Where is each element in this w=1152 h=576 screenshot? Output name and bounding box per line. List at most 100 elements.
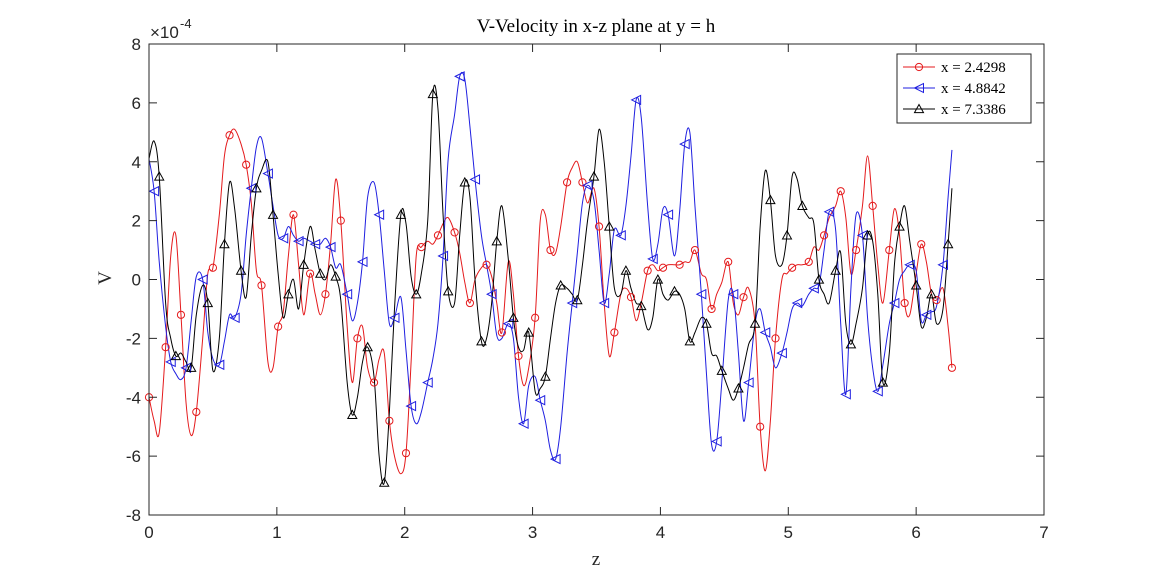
data-point [862, 229, 873, 240]
x-tick-label: 7 [1039, 523, 1048, 542]
data-point [202, 297, 214, 308]
data-point [716, 365, 728, 375]
data-point [724, 257, 733, 266]
data-point [336, 216, 345, 225]
y-tick-label: -2 [126, 329, 141, 348]
data-point [442, 285, 454, 296]
data-point [781, 229, 793, 240]
legend-label: x = 2.4298 [941, 60, 1006, 76]
data-point [508, 312, 519, 322]
data-point [257, 281, 266, 290]
data-point [497, 328, 506, 337]
data-point [669, 285, 680, 296]
data-point [804, 257, 813, 266]
series-markers-1 [144, 131, 957, 458]
data-point [208, 263, 218, 272]
data-point [771, 334, 780, 343]
data-point [684, 335, 696, 346]
series-line-1 [148, 128, 953, 475]
y-exponent-base: ×10 [150, 23, 179, 42]
data-point [797, 200, 808, 211]
data-point [788, 263, 797, 272]
x-tick-label: 2 [400, 523, 409, 542]
data-point [262, 168, 273, 179]
y-tick-label: 2 [132, 212, 141, 231]
data-point [417, 243, 426, 252]
data-point [450, 228, 459, 237]
data-point [626, 293, 636, 302]
data-point [588, 170, 600, 181]
data-point [330, 271, 342, 281]
data-point [932, 296, 941, 305]
data-point [643, 266, 652, 275]
legend-item-2: x = 4.8842 [903, 81, 1006, 97]
data-point [180, 362, 192, 374]
y-tick-label: 0 [132, 271, 141, 290]
y-tick-label: -8 [126, 506, 141, 525]
data-point [630, 94, 642, 106]
data-point [894, 220, 905, 231]
plot-area: 0 1 2 3 4 5 6 7 -8 -6 -4 -2 0 2 4 6 8 [126, 35, 1049, 542]
data-point [197, 274, 208, 285]
data-point [362, 341, 373, 352]
data-point [851, 245, 861, 255]
data-point [170, 350, 182, 361]
data-point [245, 182, 257, 194]
data-point [341, 288, 353, 300]
data-point [549, 453, 561, 465]
data-point [410, 288, 422, 299]
data-point [756, 422, 765, 431]
y-tick-label: 4 [132, 153, 141, 172]
axes-background [149, 44, 1044, 515]
data-point [679, 138, 690, 150]
legend-item-3: x = 7.3386 [903, 102, 1006, 118]
data-point [378, 477, 390, 487]
data-point [373, 209, 385, 221]
data-point [690, 245, 700, 255]
data-point [868, 201, 877, 211]
legend: x = 2.4298 x = 4.8842 x = 7.3386 [896, 53, 1032, 124]
data-point [437, 250, 449, 262]
data-point [405, 400, 417, 412]
data-point [759, 327, 771, 338]
x-tick-label: 6 [911, 523, 920, 542]
data-point [546, 245, 555, 255]
data-point [502, 318, 514, 329]
data-point [877, 377, 889, 387]
x-tick-label: 5 [784, 523, 793, 542]
data-point [531, 313, 540, 322]
data-point [298, 259, 310, 269]
legend-label: x = 7.3386 [941, 102, 1006, 118]
data-point [292, 235, 304, 247]
data-point [603, 220, 615, 231]
data-point [369, 378, 379, 387]
series-line-2 [148, 72, 953, 461]
data-point [289, 210, 298, 219]
data-point [465, 298, 475, 308]
x-tick-label: 1 [272, 523, 281, 542]
data-point [578, 178, 587, 187]
data-point [514, 351, 523, 361]
data-point [765, 194, 776, 205]
data-point [791, 297, 803, 309]
data-point [491, 235, 503, 246]
data-point [701, 318, 712, 328]
data-point [314, 268, 326, 278]
data-point [277, 232, 289, 244]
data-point [947, 363, 957, 372]
data-point [459, 176, 471, 187]
data-point [813, 273, 825, 284]
data-point [904, 259, 915, 271]
data-point [385, 416, 394, 425]
data-point [388, 312, 400, 324]
data-point [836, 187, 845, 196]
x-tick-label: 3 [528, 523, 537, 542]
data-point [353, 334, 362, 343]
series-markers-2 [148, 71, 948, 465]
data-point [476, 335, 487, 346]
data-point [324, 241, 336, 253]
y-axis-exponent: ×10 -4 [150, 16, 192, 42]
data-point [620, 265, 632, 275]
data-point [727, 288, 739, 300]
legend-item-1: x = 2.4298 [903, 60, 1006, 76]
